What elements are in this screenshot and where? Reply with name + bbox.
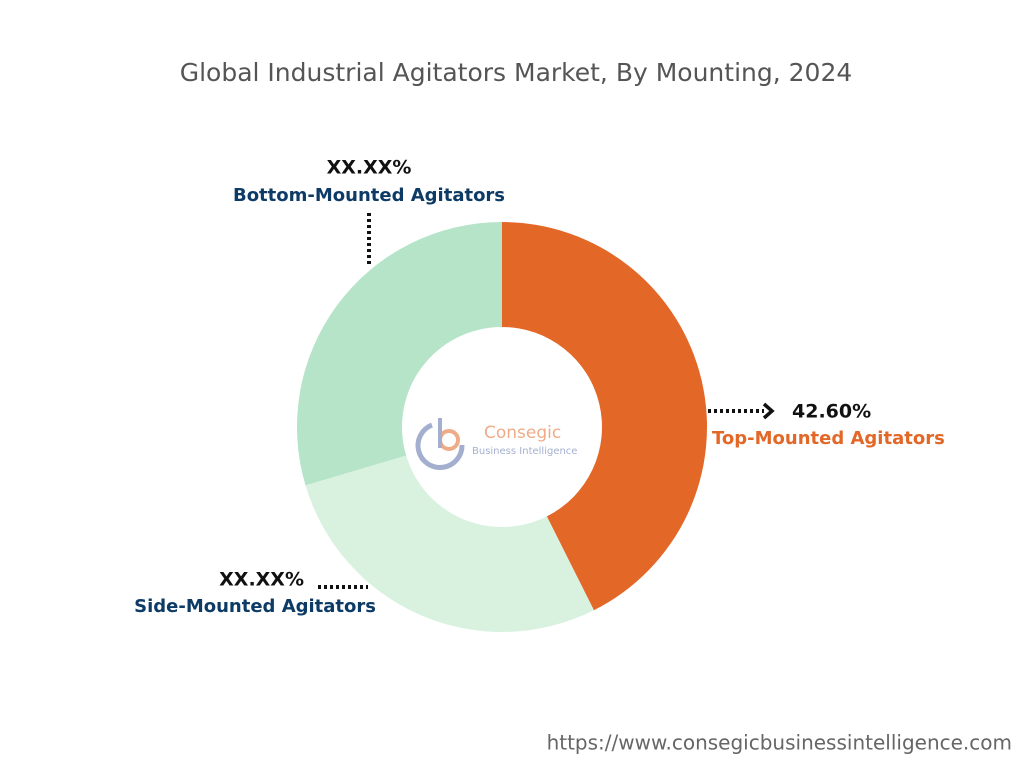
footer-url: https://www.consegicbusinessintelligence… [547,731,1012,755]
value-label: XX.XX% [219,569,304,591]
category-label: Side-Mounted Agitators [134,596,376,617]
category-label: Bottom-Mounted Agitators [233,185,505,206]
chart-title: Global Industrial Agitators Market, By M… [180,58,853,87]
category-label: Top-Mounted Agitators [712,428,945,449]
logo-arc [415,422,465,470]
value-label: XX.XX% [327,157,412,179]
donut-slice [305,455,594,632]
watermark-tagline: Business Intelligence [472,446,577,457]
donut-slice [297,222,502,486]
watermark-logo: Consegic Business Intelligence [415,418,577,470]
watermark-name: Consegic [484,423,561,443]
value-label: 42.60% [792,401,871,423]
leader-arrow [762,402,775,420]
donut-slice [502,222,707,611]
